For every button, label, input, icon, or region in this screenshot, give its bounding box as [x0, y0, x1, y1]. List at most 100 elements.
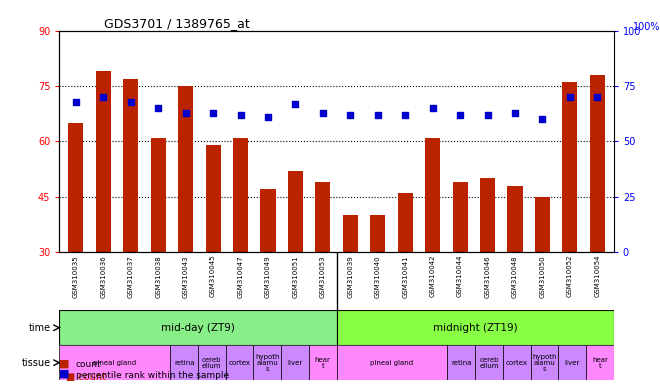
Text: GSM310036: GSM310036 [100, 255, 106, 298]
Point [263, 114, 273, 120]
Bar [398, 193, 412, 362]
Text: ■ count: ■ count [66, 372, 106, 382]
Text: GSM310039: GSM310039 [347, 255, 353, 298]
Bar [170, 345, 198, 380]
Bar [337, 345, 447, 380]
Bar [281, 345, 309, 380]
Bar [261, 189, 275, 362]
Bar [531, 345, 558, 380]
Point [455, 112, 465, 118]
Y-axis label: 100%: 100% [634, 22, 660, 32]
Text: cereb
ellum: cereb ellum [479, 357, 499, 369]
Text: GSM310035: GSM310035 [73, 255, 79, 298]
Bar [586, 345, 614, 380]
Text: hypoth
alamu
s: hypoth alamu s [255, 354, 280, 372]
Text: cortex: cortex [506, 360, 528, 366]
Bar [123, 79, 139, 362]
Text: GSM310046: GSM310046 [484, 255, 490, 298]
Text: GSM310045: GSM310045 [210, 255, 216, 298]
Point [71, 98, 81, 104]
Bar [447, 345, 475, 380]
Bar [315, 182, 331, 362]
Text: GSM310040: GSM310040 [375, 255, 381, 298]
Text: GSM310047: GSM310047 [238, 255, 244, 298]
Bar [226, 345, 253, 380]
Text: retina: retina [451, 360, 472, 366]
Text: count: count [76, 361, 102, 369]
Text: cereb
ellum: cereb ellum [202, 357, 222, 369]
Bar [337, 310, 614, 345]
Bar [453, 182, 468, 362]
Bar [535, 197, 550, 362]
Text: GSM310043: GSM310043 [183, 255, 189, 298]
Bar [178, 86, 193, 362]
Bar [59, 345, 170, 380]
Text: GSM310042: GSM310042 [430, 255, 436, 298]
Text: ■: ■ [59, 359, 70, 369]
Bar [150, 138, 166, 362]
Point [125, 98, 136, 104]
Bar [233, 138, 248, 362]
Bar [198, 345, 226, 380]
Point [317, 109, 328, 116]
Text: cortex: cortex [228, 360, 251, 366]
Text: GSM310041: GSM310041 [402, 255, 409, 298]
Text: GSM310048: GSM310048 [512, 255, 518, 298]
Text: GSM310049: GSM310049 [265, 255, 271, 298]
Text: mid-day (ZT9): mid-day (ZT9) [161, 323, 235, 333]
Point [345, 112, 356, 118]
Bar [590, 75, 605, 362]
Text: hear
t: hear t [592, 357, 608, 369]
Point [208, 109, 218, 116]
Bar [69, 123, 83, 362]
Point [400, 112, 411, 118]
Text: GSM310051: GSM310051 [292, 255, 298, 298]
Text: pineal gland: pineal gland [370, 360, 414, 366]
Text: percentile rank within the sample: percentile rank within the sample [76, 371, 229, 380]
Text: liver: liver [564, 360, 580, 366]
Point [290, 101, 301, 107]
Point [564, 94, 575, 100]
Bar [59, 310, 337, 345]
Point [537, 116, 548, 122]
Point [180, 109, 191, 116]
Text: GDS3701 / 1389765_at: GDS3701 / 1389765_at [104, 17, 249, 30]
Text: GSM310044: GSM310044 [457, 255, 463, 298]
Bar [558, 345, 586, 380]
Text: liver: liver [287, 360, 303, 366]
Bar [480, 178, 495, 362]
Point [592, 94, 603, 100]
Text: GSM310038: GSM310038 [155, 255, 161, 298]
Bar [288, 171, 303, 362]
Text: GSM310054: GSM310054 [595, 255, 601, 298]
Text: GSM310053: GSM310053 [320, 255, 326, 298]
Point [98, 94, 109, 100]
Bar [343, 215, 358, 362]
Bar [205, 145, 220, 362]
Point [510, 109, 520, 116]
Point [428, 105, 438, 111]
Bar [475, 345, 503, 380]
Bar [370, 215, 385, 362]
Text: pineal gland: pineal gland [93, 360, 137, 366]
Point [235, 112, 246, 118]
Bar [508, 185, 523, 362]
Text: midnight (ZT19): midnight (ZT19) [433, 323, 517, 333]
Bar [503, 345, 531, 380]
Text: hypoth
alamu
s: hypoth alamu s [532, 354, 557, 372]
Bar [425, 138, 440, 362]
Text: retina: retina [174, 360, 195, 366]
Point [153, 105, 164, 111]
Text: GSM310037: GSM310037 [128, 255, 134, 298]
Point [372, 112, 383, 118]
Text: ■: ■ [59, 369, 70, 379]
Bar [309, 345, 337, 380]
Bar [562, 82, 578, 362]
Text: tissue: tissue [22, 358, 51, 368]
Text: time: time [29, 323, 51, 333]
Point [482, 112, 493, 118]
Bar [96, 71, 111, 362]
Bar [253, 345, 281, 380]
Text: GSM310052: GSM310052 [567, 255, 573, 298]
Text: GSM310050: GSM310050 [539, 255, 545, 298]
